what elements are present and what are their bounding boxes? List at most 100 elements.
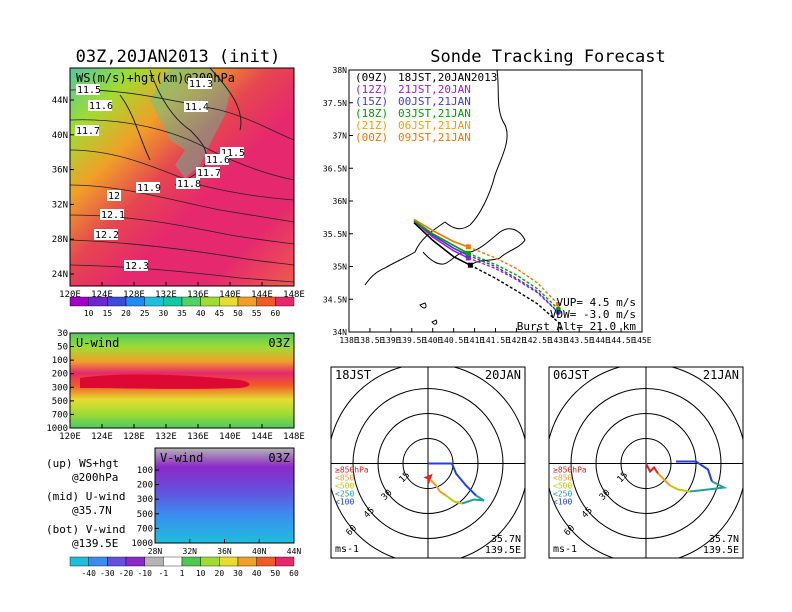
colorbar-label: 60: [289, 569, 299, 578]
colorbar-label: 50: [271, 569, 281, 578]
burst-marker: [465, 244, 471, 250]
burst-marker: [465, 255, 471, 261]
track-ascent-line: [413, 219, 469, 255]
track-descent-line: [468, 257, 559, 313]
colorbar-label: 30: [159, 309, 169, 318]
legend-label: 06JST,21JAN: [398, 119, 471, 132]
x-tick-label: 144E: [251, 432, 273, 442]
colorbar-label: 45: [215, 309, 225, 318]
colorbar-swatch: [125, 556, 145, 567]
y-tick-label: 37.5N: [323, 99, 347, 108]
colorbar-swatch: [163, 296, 183, 307]
colorbar-swatch: [219, 296, 239, 307]
colorbar-swatch: [181, 556, 201, 567]
colorbar-swatch: [275, 296, 295, 307]
hodograph-trace: [445, 494, 463, 505]
colorbar-swatch: [237, 296, 257, 307]
track-descent-line: [468, 246, 559, 305]
y-tick-label: 34N: [333, 328, 348, 337]
pressure-legend-item: <100: [553, 498, 572, 507]
contour-label: 11.6: [206, 155, 230, 166]
annotation-vdw: VDW= -3.0 m/s: [550, 308, 636, 321]
legend-run: (21Z): [355, 119, 388, 132]
u-wind-time: 03Z: [268, 336, 290, 350]
track-ascent-line: [413, 222, 471, 266]
colorbar-swatch: [256, 556, 276, 567]
colorbar-swatch: [219, 556, 239, 567]
track-panel: Sonde Tracking Forecast 138E138.5E139E13…: [323, 47, 666, 345]
hodograph-trace: [669, 484, 691, 493]
y-tick-label: 32N: [52, 200, 68, 210]
y-tick-label: 1000: [131, 539, 153, 549]
colorbar-label: -40: [81, 569, 96, 578]
landing-marker: [555, 306, 561, 312]
x-tick-label: 139E: [381, 336, 400, 345]
ws-map-x-axis: 120E 124E 128E 132E 136E 140E 144E 148E: [59, 282, 305, 300]
hodograph-date: 20JAN: [485, 368, 521, 382]
x-tick-label: 124E: [91, 290, 113, 300]
y-tick-label: 34.5N: [323, 295, 347, 304]
colorbar-label: 50: [233, 309, 243, 318]
hodograph-date: 21JAN: [703, 368, 739, 382]
u-wind-panel: U-wind 03Z 120E 124E 128E 132E 136E 140E 144E 1…: [46, 329, 305, 442]
colorbar-swatch: [200, 556, 220, 567]
colorbar-label: 40: [252, 569, 262, 578]
y-tick-label: 36.5N: [323, 164, 347, 173]
y-tick-label: 36N: [52, 166, 68, 176]
v-wind-field: [155, 448, 294, 543]
legend-label: 03JST,21JAN: [398, 107, 471, 120]
contour-label: 12.1: [101, 210, 125, 221]
ws-map-frame: [69, 67, 295, 287]
y-tick-label: 35.5N: [323, 230, 347, 239]
x-tick-label: 139.5E: [397, 336, 426, 345]
x-tick-label: 120E: [59, 290, 81, 300]
hodograph-trace: [428, 462, 477, 497]
colorbar-swatch: [144, 556, 164, 567]
y-tick-label: 28N: [52, 235, 68, 245]
hodograph-trace: [657, 472, 671, 487]
colorbar-swatch: [144, 296, 164, 307]
colorbar-label: 60: [271, 309, 281, 318]
x-tick-label: 136E: [187, 290, 209, 300]
pressure-legend-item: ≥850hPa: [335, 466, 369, 475]
colorbar-label: 35: [177, 309, 187, 318]
ws-map-title: 03Z,20JAN2013 (init): [76, 47, 281, 67]
x-tick-label: 136E: [187, 432, 209, 442]
legend-run: (12Z): [355, 83, 388, 96]
pressure-legend-item: <250: [335, 490, 354, 499]
y-tick-label: 1000: [46, 424, 68, 434]
track-y-axis: 38N 37.5N 37N 36.5N 36N 35.5N 35N 34.5N 34N: [323, 66, 353, 337]
colorbar-swatch: [125, 296, 145, 307]
u-wind-y-axis: 30 50 100 200 300 500 700 1000: [46, 329, 74, 434]
x-tick-label: 128E: [123, 290, 145, 300]
colorbar-swatch: [237, 556, 257, 567]
colorbar-label: -10: [137, 569, 152, 578]
note-bot-line1: (bot) V-wind: [46, 523, 125, 536]
v-wind-time: 03Z: [268, 451, 290, 465]
y-tick-label: 24N: [52, 270, 68, 280]
hodograph-trace: [429, 478, 447, 497]
colorbar-label: -1: [159, 569, 169, 578]
hodograph-lon: 139.5E: [485, 545, 521, 556]
x-tick-label: 36N: [217, 547, 232, 556]
x-tick-label: 148E: [283, 290, 305, 300]
x-tick-label: 132E: [155, 432, 177, 442]
x-tick-label: 148E: [283, 432, 305, 442]
y-tick-label: 38N: [333, 66, 348, 75]
landing-marker: [555, 301, 561, 307]
track-plot-bg: [348, 69, 643, 333]
track-descent-line: [468, 252, 559, 310]
colorbar-swatch: [275, 556, 295, 567]
v-wind-x-axis: 28N 32N 36N 40N 44N: [148, 539, 301, 556]
contour-label: 11.6: [89, 101, 113, 112]
contour-label: 11.5: [221, 148, 245, 159]
colorbar-swatch: [69, 296, 89, 307]
v-wind-title: V-wind: [160, 451, 203, 465]
colorbar-swatch: [200, 296, 220, 307]
hodograph-lat: 35.7N: [491, 534, 521, 545]
x-tick-label: 140E: [423, 336, 442, 345]
colorbar-label: -20: [119, 569, 134, 578]
pressure-legend-item: <100: [335, 498, 354, 507]
pressure-legend-item: <500: [335, 482, 354, 491]
hodograph-lat: 35.7N: [709, 534, 739, 545]
